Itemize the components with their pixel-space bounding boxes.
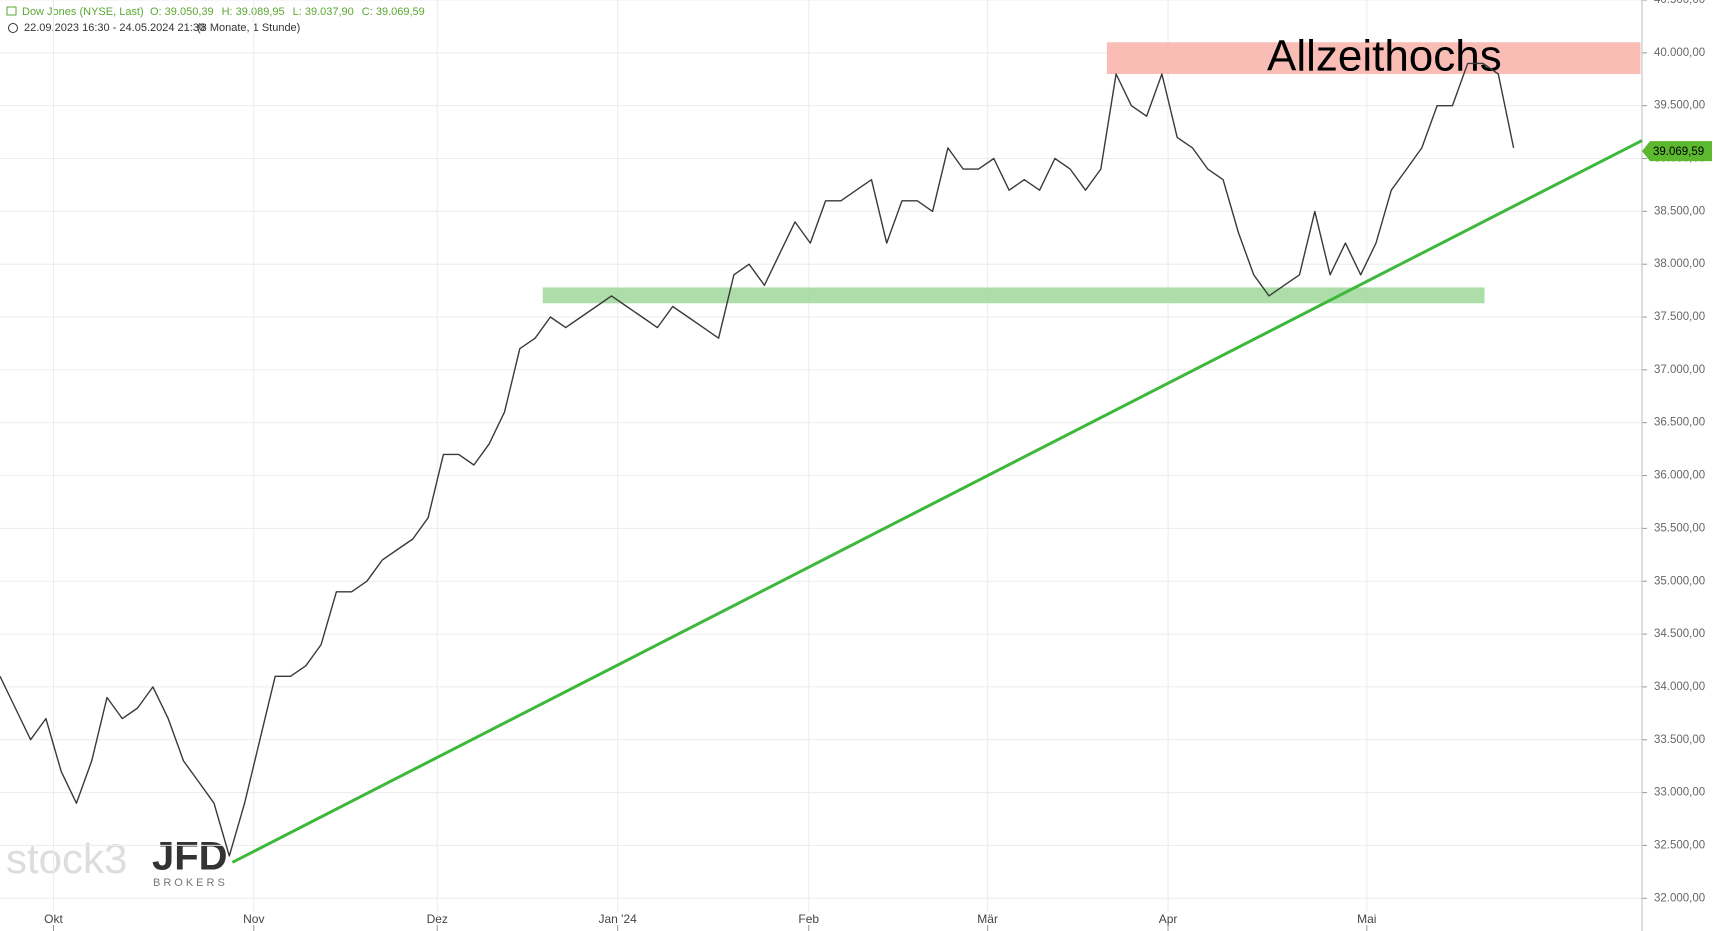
price-line: [0, 62, 1515, 857]
x-tick-label: Feb: [798, 912, 819, 926]
y-tick-label: 36.000,00: [1654, 470, 1705, 482]
x-tick-label: Nov: [243, 912, 264, 926]
clock-icon: [8, 23, 18, 33]
x-tick-label: Mär: [977, 912, 998, 926]
zone: [1106, 42, 1641, 74]
last-price-label: 39.069,59: [1653, 146, 1704, 158]
watermark-partner-sub: BROKERS: [153, 877, 228, 889]
header-stat: L: 39.037,90: [293, 6, 354, 18]
y-tick-label: 35.500,00: [1654, 522, 1705, 534]
chart-title: Dow Jones (NYSE, Last): [22, 6, 144, 18]
chart-icon: [6, 6, 17, 16]
period: (8 Monate, 1 Stunde): [197, 22, 300, 34]
y-tick-label: 33.000,00: [1654, 787, 1705, 799]
y-tick-label: 34.500,00: [1654, 628, 1705, 640]
y-tick-label: 38.000,00: [1654, 258, 1705, 270]
y-tick-label: 40.500,00: [1654, 0, 1705, 6]
y-tick-label: 39.500,00: [1654, 100, 1705, 112]
x-tick-label: Dez: [427, 912, 448, 926]
y-tick-label: 32.500,00: [1654, 839, 1705, 851]
x-tick-label: Okt: [44, 912, 63, 926]
x-tick-label: Mai: [1357, 912, 1376, 926]
y-tick-label: 32.000,00: [1654, 892, 1705, 904]
y-tick-label: 34.000,00: [1654, 681, 1705, 693]
header-stat: O: 39.050,39: [150, 6, 214, 18]
y-tick-label: 40.000,00: [1654, 47, 1705, 59]
watermark-brand: stock3: [6, 835, 127, 882]
x-tick-label: Jan '24: [598, 912, 637, 926]
y-tick-label: 37.000,00: [1654, 364, 1705, 376]
last-price-badge: [1642, 141, 1712, 162]
zone-label: Allzeithochs: [1267, 32, 1502, 81]
y-tick-label: 37.500,00: [1654, 311, 1705, 323]
date-range: 22.09.2023 16:30 - 24.05.2024 21:30: [24, 22, 205, 34]
header-stat: C: 39.069,59: [362, 6, 425, 18]
watermark-partner: JFD: [152, 835, 228, 879]
y-tick-label: 38.500,00: [1654, 205, 1705, 217]
x-tick-label: Apr: [1159, 912, 1178, 926]
trendline: [231, 139, 1643, 864]
header-stat: H: 39.089,95: [222, 6, 285, 18]
y-tick-label: 33.500,00: [1654, 734, 1705, 746]
zone: [542, 287, 1485, 304]
y-tick-label: 36.500,00: [1654, 417, 1705, 429]
y-tick-label: 35.000,00: [1654, 575, 1705, 587]
